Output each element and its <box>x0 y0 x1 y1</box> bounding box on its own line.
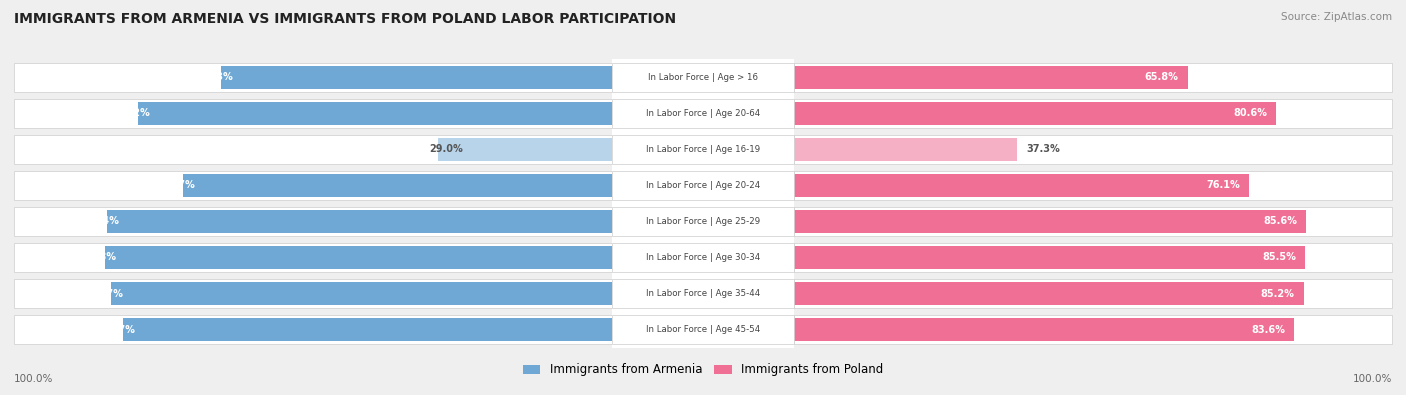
Bar <box>612 279 794 308</box>
Text: 29.0%: 29.0% <box>429 144 463 154</box>
Text: In Labor Force | Age > 16: In Labor Force | Age > 16 <box>648 73 758 82</box>
Bar <box>439 137 612 161</box>
Bar <box>14 279 612 308</box>
Text: 85.2%: 85.2% <box>1261 288 1295 299</box>
Text: Source: ZipAtlas.com: Source: ZipAtlas.com <box>1281 12 1392 22</box>
Bar <box>612 99 794 128</box>
Bar <box>183 174 612 197</box>
Text: 100.0%: 100.0% <box>1353 374 1392 384</box>
Bar <box>794 282 1303 305</box>
Bar <box>612 207 794 236</box>
Bar <box>794 207 1392 236</box>
Bar <box>14 135 612 164</box>
Text: 83.7%: 83.7% <box>90 288 124 299</box>
Text: In Labor Force | Age 20-64: In Labor Force | Age 20-64 <box>645 109 761 118</box>
Bar <box>14 315 612 344</box>
Text: 65.3%: 65.3% <box>200 72 233 82</box>
Bar <box>794 315 1392 344</box>
Text: 80.6%: 80.6% <box>1233 108 1267 118</box>
Bar <box>612 63 794 92</box>
Bar <box>794 210 1306 233</box>
Text: In Labor Force | Age 35-44: In Labor Force | Age 35-44 <box>645 289 761 298</box>
Text: 85.5%: 85.5% <box>1263 252 1296 263</box>
Bar <box>124 318 612 341</box>
Text: 84.4%: 84.4% <box>86 216 120 226</box>
Bar <box>794 66 1188 89</box>
Bar <box>794 99 1392 128</box>
Bar <box>111 282 612 305</box>
Text: 65.8%: 65.8% <box>1144 72 1178 82</box>
Bar <box>794 135 1392 164</box>
Text: 71.7%: 71.7% <box>162 181 195 190</box>
Bar <box>612 243 794 272</box>
Bar <box>14 243 612 272</box>
Bar <box>14 63 612 92</box>
Text: In Labor Force | Age 30-34: In Labor Force | Age 30-34 <box>645 253 761 262</box>
Bar <box>794 243 1392 272</box>
Text: 100.0%: 100.0% <box>14 374 53 384</box>
Bar <box>138 102 612 125</box>
Text: In Labor Force | Age 20-24: In Labor Force | Age 20-24 <box>645 181 761 190</box>
Bar <box>794 279 1392 308</box>
Text: In Labor Force | Age 16-19: In Labor Force | Age 16-19 <box>645 145 761 154</box>
Text: 79.2%: 79.2% <box>117 108 150 118</box>
Text: 83.6%: 83.6% <box>1251 325 1285 335</box>
Bar <box>794 171 1392 200</box>
Bar <box>14 99 612 128</box>
Text: 84.8%: 84.8% <box>83 252 117 263</box>
Text: In Labor Force | Age 45-54: In Labor Force | Age 45-54 <box>645 325 761 334</box>
Bar <box>612 135 794 164</box>
Bar <box>107 210 612 233</box>
Text: 76.1%: 76.1% <box>1206 181 1240 190</box>
Bar <box>794 63 1392 92</box>
Bar <box>14 171 612 200</box>
Bar <box>794 137 1018 161</box>
Text: 37.3%: 37.3% <box>1026 144 1060 154</box>
Bar <box>794 102 1277 125</box>
Text: IMMIGRANTS FROM ARMENIA VS IMMIGRANTS FROM POLAND LABOR PARTICIPATION: IMMIGRANTS FROM ARMENIA VS IMMIGRANTS FR… <box>14 12 676 26</box>
Bar <box>794 318 1294 341</box>
Text: In Labor Force | Age 25-29: In Labor Force | Age 25-29 <box>645 217 761 226</box>
Bar <box>612 171 794 200</box>
Text: 81.7%: 81.7% <box>101 325 135 335</box>
Text: 85.6%: 85.6% <box>1263 216 1296 226</box>
Bar <box>612 315 794 344</box>
Bar <box>794 246 1305 269</box>
Legend: Immigrants from Armenia, Immigrants from Poland: Immigrants from Armenia, Immigrants from… <box>517 359 889 381</box>
Bar <box>14 207 612 236</box>
Bar <box>105 246 612 269</box>
Bar <box>221 66 612 89</box>
Bar <box>794 174 1249 197</box>
